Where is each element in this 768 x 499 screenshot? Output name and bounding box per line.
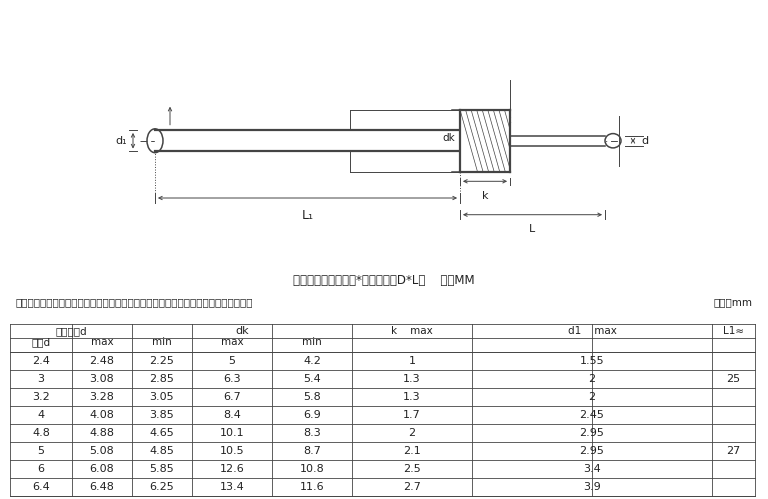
Text: 1.7: 1.7 xyxy=(403,410,421,420)
Text: L: L xyxy=(529,224,535,234)
Text: 5.8: 5.8 xyxy=(303,392,321,402)
Text: 4.2: 4.2 xyxy=(303,356,321,366)
Text: 6.08: 6.08 xyxy=(90,464,114,474)
Text: 4: 4 xyxy=(38,410,45,420)
Text: k: k xyxy=(482,191,488,201)
Text: L1≈: L1≈ xyxy=(723,326,744,336)
Text: dk: dk xyxy=(235,326,249,336)
Text: 3.2: 3.2 xyxy=(32,392,50,402)
Text: 公称d: 公称d xyxy=(31,337,51,347)
Text: 3.9: 3.9 xyxy=(583,482,601,492)
Text: min: min xyxy=(152,337,172,347)
Text: max: max xyxy=(91,337,114,347)
Polygon shape xyxy=(510,136,605,146)
Polygon shape xyxy=(155,130,460,152)
Text: 2.1: 2.1 xyxy=(403,446,421,456)
Text: 6: 6 xyxy=(38,464,45,474)
Text: d₁: d₁ xyxy=(115,136,127,146)
Text: min: min xyxy=(302,337,322,347)
Text: 6.7: 6.7 xyxy=(223,392,241,402)
Text: 3.05: 3.05 xyxy=(150,392,174,402)
Text: 13.4: 13.4 xyxy=(220,482,244,492)
Text: 5.08: 5.08 xyxy=(90,446,114,456)
Text: 27: 27 xyxy=(727,446,740,456)
Text: 6.48: 6.48 xyxy=(90,482,114,492)
Text: 8.7: 8.7 xyxy=(303,446,321,456)
Text: 5: 5 xyxy=(38,446,45,456)
Text: 3.85: 3.85 xyxy=(150,410,174,420)
Text: 1.3: 1.3 xyxy=(403,392,421,402)
Text: 5.85: 5.85 xyxy=(150,464,174,474)
Text: max: max xyxy=(220,337,243,347)
Text: 4.88: 4.88 xyxy=(90,428,114,438)
Text: 2.45: 2.45 xyxy=(580,410,604,420)
Text: 4.85: 4.85 xyxy=(150,446,174,456)
Text: 3.28: 3.28 xyxy=(90,392,114,402)
Text: 公称直径d: 公称直径d xyxy=(55,326,87,336)
Text: k    max: k max xyxy=(391,326,433,336)
Text: 2.4: 2.4 xyxy=(32,356,50,366)
Text: 2.95: 2.95 xyxy=(580,446,604,456)
Text: d: d xyxy=(641,136,648,146)
Text: 5: 5 xyxy=(229,356,236,366)
Text: 2: 2 xyxy=(409,428,415,438)
Text: 10.1: 10.1 xyxy=(220,428,244,438)
Polygon shape xyxy=(460,110,510,172)
Text: 2.85: 2.85 xyxy=(150,374,174,384)
Text: 10.8: 10.8 xyxy=(300,464,324,474)
Text: 2: 2 xyxy=(588,374,595,384)
Text: 2.7: 2.7 xyxy=(403,482,421,492)
Text: k: k xyxy=(505,115,511,125)
Text: 4.8: 4.8 xyxy=(32,428,50,438)
Text: L₁: L₁ xyxy=(302,209,313,222)
Text: 3.4: 3.4 xyxy=(583,464,601,474)
Text: 5.4: 5.4 xyxy=(303,374,321,384)
Text: 2.48: 2.48 xyxy=(90,356,114,366)
Text: 1.3: 1.3 xyxy=(403,374,421,384)
Text: 单位：mm: 单位：mm xyxy=(714,297,753,307)
Text: 6.25: 6.25 xyxy=(150,482,174,492)
Text: 3: 3 xyxy=(38,374,45,384)
Text: 4.08: 4.08 xyxy=(90,410,114,420)
Text: 11.6: 11.6 xyxy=(300,482,324,492)
Text: 注：数值为单批次人工测量，存在一定误差，请以实物为准，介意者慎拍或联系客服！: 注：数值为单批次人工测量，存在一定误差，请以实物为准，介意者慎拍或联系客服！ xyxy=(15,297,253,307)
Text: 6.3: 6.3 xyxy=(223,374,241,384)
Text: 10.5: 10.5 xyxy=(220,446,244,456)
Text: dk: dk xyxy=(442,133,455,143)
Text: 1.55: 1.55 xyxy=(580,356,604,366)
Text: 6.4: 6.4 xyxy=(32,482,50,492)
Text: 1: 1 xyxy=(409,356,415,366)
Text: 2.95: 2.95 xyxy=(580,428,604,438)
Text: 8.3: 8.3 xyxy=(303,428,321,438)
Text: 3.08: 3.08 xyxy=(90,374,114,384)
Text: 8.4: 8.4 xyxy=(223,410,241,420)
Text: 4.65: 4.65 xyxy=(150,428,174,438)
Text: 2.25: 2.25 xyxy=(150,356,174,366)
Text: 25: 25 xyxy=(727,374,740,384)
Text: d1    max: d1 max xyxy=(568,326,617,336)
Text: 2.5: 2.5 xyxy=(403,464,421,474)
Text: 规格组成：头部直径*头部长度（D*L）    单位MM: 规格组成：头部直径*头部长度（D*L） 单位MM xyxy=(293,274,475,287)
Text: 2: 2 xyxy=(588,392,595,402)
Polygon shape xyxy=(350,152,510,172)
Text: 6.9: 6.9 xyxy=(303,410,321,420)
Text: 12.6: 12.6 xyxy=(220,464,244,474)
Polygon shape xyxy=(350,110,510,130)
